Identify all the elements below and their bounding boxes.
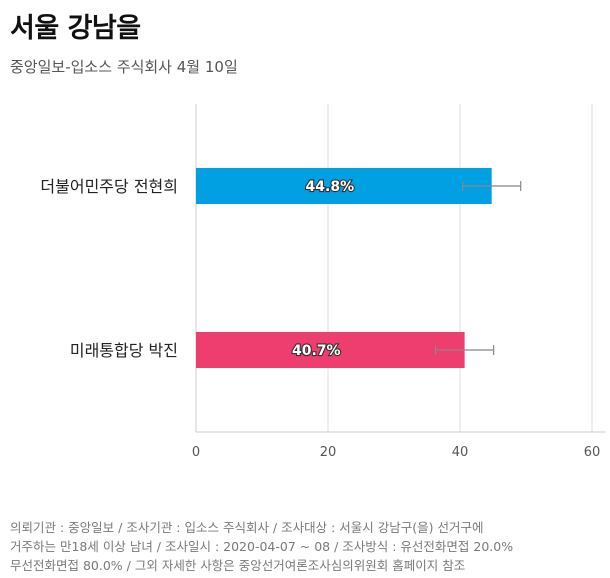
x-tick-label: 0 — [192, 445, 200, 460]
x-tick-label: 60 — [584, 445, 601, 460]
page-title: 서울 강남을 — [10, 13, 141, 44]
footnote-line-3: 무선전화면접 80.0% / 그외 자세한 사항은 중앙선거여론조사심의위원회 … — [10, 558, 466, 573]
x-tick-label: 40 — [452, 445, 469, 460]
bar-chart: 44.8% 더불어민주당 전현희 40.7% 미래통합당 박진 0 20 40 60 — [40, 104, 606, 460]
bar — [196, 332, 465, 368]
footnote-line-2: 거주하는 만18세 이상 남녀 / 조사일시 : 2020-04-07 ~ 08… — [10, 539, 514, 554]
page-subtitle: 중앙일보-입소스 주식회사 4월 10일 — [10, 58, 238, 76]
footnote-line-1: 의뢰기관 : 중앙일보 / 조사기관 : 입소스 주식회사 / 조사대상 : 서… — [10, 520, 484, 535]
bar — [196, 168, 492, 204]
survey-footnote: 의뢰기관 : 중앙일보 / 조사기관 : 입소스 주식회사 / 조사대상 : 서… — [10, 518, 602, 575]
bar-value-label: 40.7% — [292, 343, 341, 359]
x-tick-label: 20 — [320, 445, 337, 460]
category-label: 더불어민주당 전현희 — [40, 177, 178, 196]
category-label: 미래통합당 박진 — [70, 341, 178, 360]
bar-value-label: 44.8% — [306, 179, 355, 195]
